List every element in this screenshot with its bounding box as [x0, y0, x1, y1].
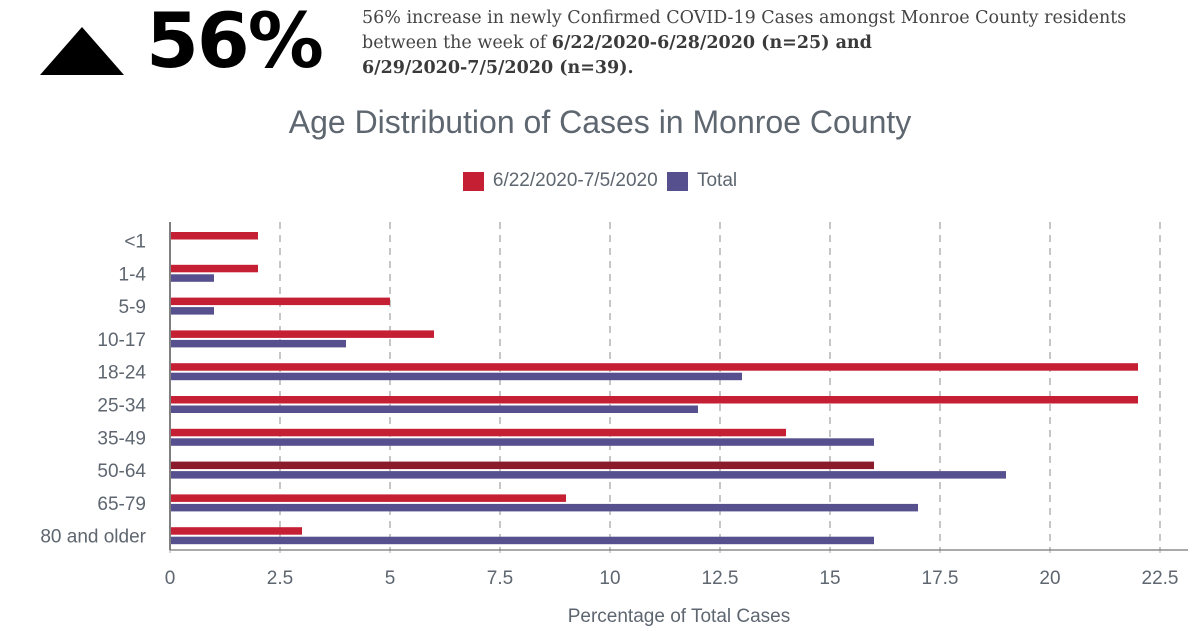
legend-swatch-total — [666, 171, 688, 191]
y-category-label: 5-9 — [119, 297, 146, 318]
y-category-label: 1-4 — [119, 264, 147, 285]
x-tick-label: 22.5 — [1142, 568, 1179, 589]
x-tick-label: 17.5 — [922, 568, 959, 589]
chart-title: Age Distribution of Cases in Monroe Coun… — [288, 104, 912, 140]
x-tick-label: 5 — [385, 568, 396, 589]
triangle-up-icon — [40, 27, 124, 75]
x-axis-title: Percentage of Total Cases — [568, 606, 791, 627]
bar-total — [171, 372, 742, 381]
legend-swatch-recent — [462, 171, 484, 191]
description-week1: 6/22/2020-6/28/2020 (n=25) — [551, 33, 830, 53]
increase-percentage: 56% — [146, 0, 324, 85]
y-category-label: 65-79 — [97, 494, 146, 515]
bar-recent — [171, 330, 434, 338]
chart-legend: 6/22/2020-7/5/2020 Total — [0, 170, 1200, 197]
y-category-label: 80 and older — [40, 527, 146, 548]
bar-recent — [171, 527, 302, 535]
y-category-label: 25-34 — [97, 396, 146, 417]
legend-item-recent[interactable]: 6/22/2020-7/5/2020 — [462, 170, 658, 192]
bar-recent — [171, 297, 390, 306]
bar-total — [171, 307, 214, 315]
x-tick-label: 12.5 — [702, 568, 739, 589]
bar-recent — [171, 232, 258, 240]
description-and: and — [829, 33, 872, 53]
y-category-label: 35-49 — [97, 428, 146, 449]
x-tick-label: 10 — [599, 568, 620, 589]
bar-recent — [171, 428, 786, 437]
y-category-label: <1 — [124, 232, 146, 253]
legend-label-total: Total — [696, 170, 738, 191]
y-category-label: 10-17 — [97, 330, 146, 351]
description-text: 56% increase in newly Confirmed COVID-19… — [362, 8, 1127, 53]
bar-total — [171, 405, 698, 413]
x-tick-label: 7.5 — [487, 568, 513, 589]
y-category-label: 50-64 — [97, 461, 146, 482]
bar-recent — [171, 396, 1138, 404]
bar-total — [171, 536, 874, 545]
legend-item-total[interactable]: Total — [666, 170, 738, 192]
bar-total — [171, 438, 874, 446]
legend-label-recent: 6/22/2020-7/5/2020 — [492, 170, 658, 191]
increase-description: 56% increase in newly Confirmed COVID-19… — [362, 6, 1142, 81]
bar-recent — [171, 461, 874, 470]
x-tick-label: 15 — [819, 568, 840, 589]
description-week2: 6/29/2020-7/5/2020 (n=39). — [362, 58, 634, 78]
bar-recent — [171, 363, 1138, 371]
x-tick-label: 2.5 — [267, 568, 293, 589]
x-tick-label: 20 — [1039, 568, 1060, 589]
x-tick-label: 0 — [165, 568, 176, 589]
bar-total — [171, 471, 1006, 479]
bar-total — [171, 339, 346, 348]
bar-recent — [171, 494, 566, 502]
bar-total — [171, 274, 214, 282]
y-category-label: 18-24 — [97, 363, 146, 384]
bar-recent — [171, 264, 258, 273]
bar-total — [171, 503, 918, 512]
